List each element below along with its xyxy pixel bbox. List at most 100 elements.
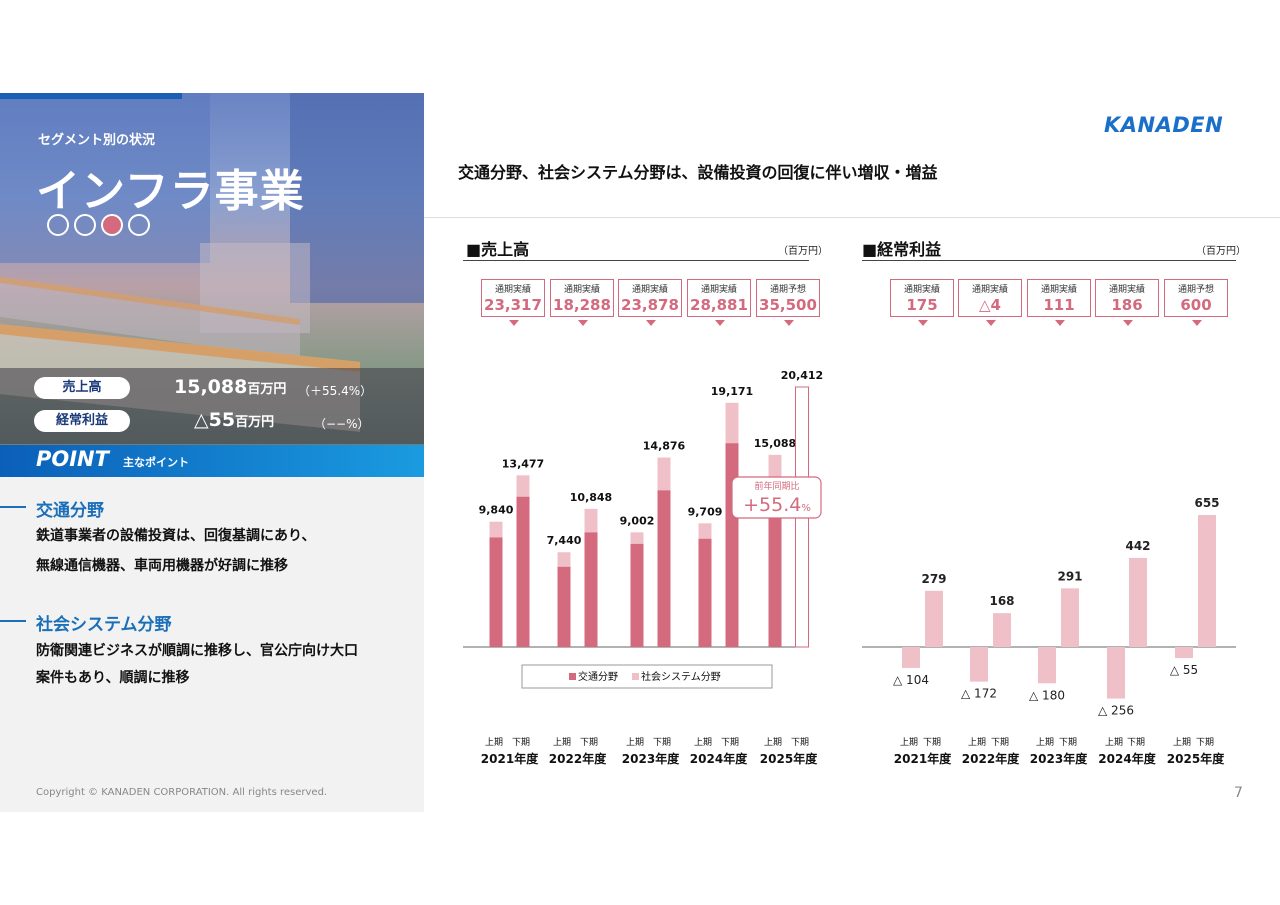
- sales-change: （＋55.4%）: [298, 384, 373, 398]
- full-year-value: 23,878: [621, 296, 679, 314]
- full-year-box: 通期実績 18,288: [550, 279, 614, 326]
- sales-total-label: 9,002: [620, 514, 655, 527]
- sales-half-label: 下期: [580, 737, 598, 748]
- sales-chart-title: ■売上高: [466, 240, 530, 259]
- profit-value-label: 168: [989, 594, 1014, 608]
- profit-value-label: △ 180: [1029, 688, 1065, 702]
- section-line: 防衛関連ビジネスが順調に推移し、官公庁向け大口: [36, 643, 358, 659]
- profit-value-label: △ 55: [1170, 663, 1198, 677]
- yoy-callout-box: [731, 476, 822, 519]
- full-year-value: 186: [1111, 296, 1143, 314]
- sales-bar-social: [489, 521, 503, 538]
- profit-bar: [1061, 588, 1079, 647]
- profit-half-label: 下期: [923, 737, 941, 748]
- section-body: 鉄道事業者の設備投資は、回復基調にあり、 無線通信機器、車両用機器が好調に推移: [36, 521, 416, 581]
- sales-bar-social: [725, 402, 739, 444]
- sales-half-label: 上期: [764, 737, 782, 748]
- profit-half-label: 上期: [900, 737, 918, 748]
- legend-swatch-social: [632, 673, 639, 680]
- sales-total-label: 7,440: [547, 534, 582, 547]
- full-year-box: 通期実績 28,881: [687, 279, 751, 326]
- profit-half-label: 上期: [1173, 737, 1191, 748]
- profit-bar: [993, 613, 1011, 647]
- sales-half-label: 上期: [485, 737, 503, 748]
- full-year-label: 通期実績: [700, 285, 737, 295]
- profit-half-label: 下期: [1196, 737, 1214, 748]
- full-year-box: 通期予想 600: [1164, 279, 1228, 326]
- sales-number: 15,088: [174, 376, 248, 398]
- sales-bar-traffic: [698, 538, 712, 647]
- full-year-value: 23,317: [484, 296, 542, 314]
- legend-swatch-traffic: [569, 673, 576, 680]
- profit-year-label: 2024年度: [1098, 751, 1156, 766]
- sales-bar-traffic: [489, 537, 503, 647]
- full-year-box: 通期実績 175: [890, 279, 954, 326]
- sales-bar-social: [698, 523, 712, 539]
- full-year-box: 通期実績 23,878: [618, 279, 682, 326]
- sales-bar-traffic: [768, 503, 782, 647]
- page-number: 7: [1234, 785, 1243, 801]
- segment-dot-active: [101, 214, 123, 236]
- photo-accent-bar: [0, 93, 182, 99]
- full-year-label: 通期実績: [494, 285, 531, 295]
- sales-total-label: 13,477: [502, 457, 544, 470]
- legend-label-traffic: 交通分野: [578, 670, 618, 683]
- sales-total-label: 14,876: [643, 440, 686, 453]
- full-year-value: 600: [1180, 296, 1212, 314]
- point-bar: POINT 主なポイント: [0, 445, 424, 477]
- sales-total-label: 19,171: [711, 385, 753, 398]
- yoy-callout-value: +55.4%: [743, 494, 811, 516]
- sales-chart-unit: （百万円）: [778, 246, 828, 257]
- sales-bar-social: [557, 552, 571, 567]
- legend-label-social: 社会システム分野: [641, 670, 721, 683]
- profit-unit: 百万円: [235, 415, 275, 430]
- sales-half-label: 下期: [791, 737, 809, 748]
- copyright: Copyright © KANADEN CORPORATION. All rig…: [36, 787, 328, 798]
- profit-chart-title: ■経常利益: [862, 240, 942, 259]
- sales-year-label: 2025年度: [760, 751, 818, 766]
- profit-half-label: 上期: [1105, 737, 1123, 748]
- section-heading-text: 交通分野: [36, 501, 104, 521]
- full-year-label: 通期実績: [1108, 285, 1145, 295]
- section-line: 鉄道事業者の設備投資は、回復基調にあり、: [36, 528, 316, 544]
- sales-half-label: 下期: [512, 737, 530, 748]
- full-year-value: 28,881: [690, 296, 748, 314]
- summary-stats: 売上高 15,088百万円 （＋55.4%） 経常利益 △55百万円 （−−%）: [0, 368, 424, 444]
- profit-half-label: 上期: [968, 737, 986, 748]
- full-year-value: 35,500: [759, 296, 817, 314]
- profit-bar: [970, 647, 988, 682]
- charts-svg: 9,840 13,477 7,440 10,848 9,002 14,876 9,709 19…: [463, 369, 1236, 766]
- profit-value: △55百万円: [194, 409, 274, 431]
- sales-bar-traffic: [630, 543, 644, 647]
- sales-pill: 売上高: [34, 377, 130, 399]
- sales-half-label: 下期: [721, 737, 739, 748]
- full-year-label: 通期実績: [903, 285, 940, 295]
- sales-total-label: 15,088: [754, 437, 796, 450]
- full-year-value: 18,288: [553, 296, 611, 314]
- segment-label: セグメント別の状況: [38, 133, 156, 148]
- sales-chart-rule: [463, 260, 809, 261]
- full-year-label: 通期実績: [1040, 285, 1077, 295]
- sales-half-label: 上期: [553, 737, 571, 748]
- sales-bar-traffic: [657, 490, 671, 647]
- sales-bar-social: [657, 457, 671, 491]
- segment-dot: [47, 214, 69, 236]
- profit-bar: [1175, 647, 1193, 659]
- headline: 交通分野、社会システム分野は、設備投資の回復に伴い増収・増益: [458, 163, 938, 182]
- profit-bar: [1129, 557, 1147, 647]
- sales-unit: 百万円: [247, 382, 287, 397]
- segment-dot: [128, 214, 150, 236]
- sales-half-label: 下期: [653, 737, 671, 748]
- profit-pill: 経常利益: [34, 410, 130, 432]
- left-panel: セグメント別の状況 インフラ事業 売上高 15,088百万円 （＋55.4%） …: [0, 93, 424, 812]
- full-year-label: 通期予想: [769, 285, 806, 295]
- full-year-box: 通期実績 186: [1095, 279, 1159, 326]
- profit-chart-unit: （百万円）: [1196, 246, 1246, 257]
- profit-value-label: 655: [1194, 496, 1219, 510]
- sales-total-label: 9,840: [479, 504, 514, 517]
- sales-bar-social: [584, 508, 598, 533]
- segment-dot: [74, 214, 96, 236]
- section-line: 無線通信機器、車両用機器が好調に推移: [36, 558, 288, 574]
- profit-value-label: △ 256: [1098, 704, 1134, 718]
- sales-bar-social: [630, 532, 644, 544]
